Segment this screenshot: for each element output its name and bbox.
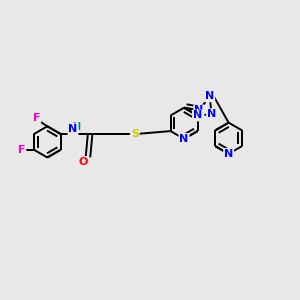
- Text: N: N: [68, 124, 78, 134]
- Text: N: N: [205, 92, 214, 101]
- Text: F: F: [33, 113, 40, 123]
- Text: F: F: [18, 145, 26, 155]
- Text: H: H: [72, 122, 80, 132]
- Text: S: S: [131, 129, 139, 139]
- Text: N: N: [193, 110, 202, 121]
- Text: N: N: [207, 109, 216, 119]
- Text: N: N: [179, 134, 189, 144]
- Text: N: N: [224, 149, 233, 159]
- Text: O: O: [78, 157, 88, 167]
- Text: N: N: [194, 105, 203, 116]
